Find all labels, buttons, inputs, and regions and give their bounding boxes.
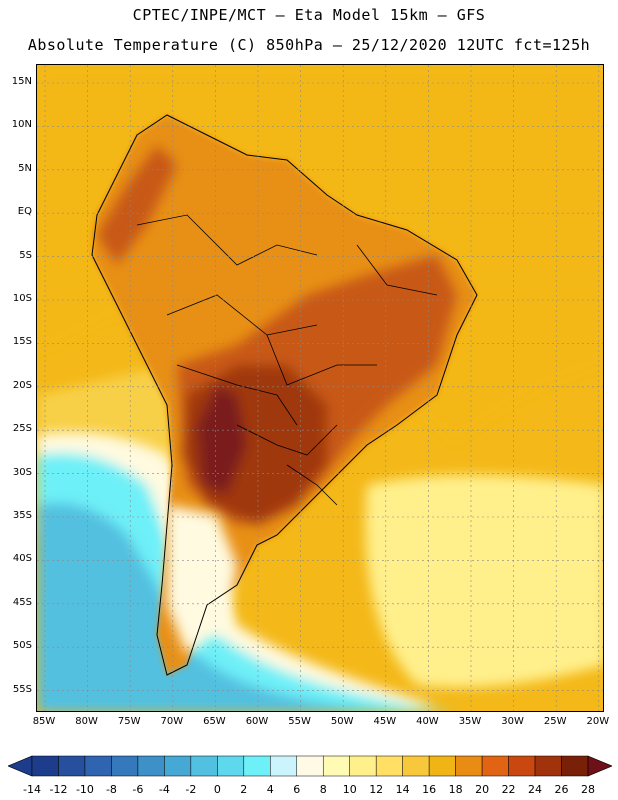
colorbar-swatch [58, 755, 86, 777]
longitude-tick-label: 60W [245, 716, 269, 727]
colorbar-under-triangle [8, 755, 33, 777]
map-title: CPTEC/INPE/MCT – Eta Model 15km – GFS [132, 6, 486, 24]
longitude-tick-label: 25W [543, 716, 567, 727]
colorbar-tick-label: -2 [185, 783, 197, 796]
colorbar-tick-label: 0 [213, 783, 221, 796]
latitude-tick-label: 10S [12, 293, 32, 304]
colorbar-over-triangle [587, 755, 612, 777]
colorbar-swatch [164, 755, 192, 777]
colorbar-tick-label: 10 [342, 783, 357, 796]
longitude-tick-label: 40W [416, 716, 439, 727]
colorbar-tick-label: 28 [581, 783, 595, 796]
colorbar-tick-label: -14 [23, 783, 41, 796]
colorbar-swatch [243, 755, 271, 777]
longitude-tick-label: 75W [117, 716, 141, 727]
longitude-tick-label: 85W [32, 716, 56, 727]
latitude-tick-label: 30S [12, 466, 32, 478]
colorbar-tick-label: 22 [501, 783, 516, 796]
temperature-colorbar [8, 755, 612, 777]
latitude-tick-label: 5S [19, 249, 32, 261]
map-canvas [37, 65, 603, 711]
colorbar-swatch [428, 755, 456, 777]
andes-north-hot-zone [97, 145, 177, 265]
colorbar-swatch [217, 755, 245, 777]
colorbar-swatch [534, 755, 562, 777]
colorbar-tick-label: 8 [319, 783, 327, 796]
colorbar-swatch [270, 755, 298, 777]
latitude-tick-label: 15N [11, 76, 32, 87]
colorbar-tick-label: 12 [369, 783, 384, 796]
colorbar-tick-label: 4 [266, 783, 274, 796]
colorbar-swatch [402, 755, 430, 777]
colorbar-tick-label: 26 [554, 783, 569, 796]
latitude-tick-label: 10N [11, 119, 32, 131]
colorbar-tick-label: -6 [132, 783, 144, 796]
latitude-tick-label: 50S [12, 640, 32, 652]
colorbar-tick-label: 16 [422, 783, 437, 796]
longitude-tick-label: 30W [501, 716, 524, 727]
colorbar-tick-label: -8 [105, 783, 117, 796]
colorbar-tick-label: -12 [49, 783, 68, 796]
latitude-tick-label: 5N [18, 162, 32, 174]
colorbar-swatch [111, 755, 139, 777]
colorbar-swatch [190, 755, 218, 777]
colorbar-swatch [349, 755, 377, 777]
colorbar-tick-label: 18 [448, 783, 463, 796]
colorbar-swatch [508, 755, 536, 777]
longitude-tick-label: 55W [288, 716, 311, 727]
latitude-tick-label: 40S [12, 553, 32, 565]
lat-lon-grid [37, 65, 603, 711]
colorbar-tick-label: 24 [528, 783, 543, 796]
longitude-tick-label: 50W [330, 716, 354, 727]
colorbar-tick-label: 6 [293, 783, 301, 796]
longitude-tick-label: 65W [203, 716, 226, 727]
latitude-tick-label: EQ [17, 206, 32, 218]
colorbar-tick-label: -10 [75, 783, 94, 796]
colorbar-tick-label: 2 [240, 783, 248, 796]
colorbar-swatch [84, 755, 112, 777]
patagonia-cool-zone [167, 505, 237, 655]
longitude-tick-label: 70W [160, 716, 184, 727]
longitude-tick-label: 45W [373, 716, 397, 727]
colorbar-swatch [561, 755, 589, 777]
colorbar-swatch [375, 755, 403, 777]
colorbar-swatch [31, 755, 59, 777]
colorbar-swatch [137, 755, 165, 777]
latitude-tick-label: 45S [12, 596, 32, 608]
colorbar-swatch [296, 755, 324, 777]
colorbar-swatch [322, 755, 350, 777]
latitude-tick-label: 15S [12, 336, 32, 348]
map-subtitle: Absolute Temperature (C) 850hPa – 25/12/… [27, 36, 591, 54]
hottest-core-zone [197, 385, 247, 495]
coastline [91, 114, 478, 676]
latitude-tick-label: 35S [12, 510, 32, 521]
colorbar-tick-label: 14 [395, 783, 410, 796]
colorbar-swatch [481, 755, 509, 777]
longitude-tick-label: 35W [458, 716, 482, 727]
longitude-tick-label: 20W [586, 716, 610, 727]
colorbar-swatch [455, 755, 483, 777]
cold-blue-zone [37, 503, 387, 711]
longitude-tick-label: 80W [75, 716, 98, 727]
colorbar-tick-label: 20 [475, 783, 490, 796]
latitude-tick-label: 25S [12, 423, 32, 435]
country-borders [136, 214, 438, 506]
temperature-map [36, 64, 604, 712]
cool-ocean-south-atlantic [365, 475, 603, 688]
latitude-tick-label: 55S [12, 683, 32, 695]
latitude-tick-label: 20S [12, 379, 32, 391]
colorbar-tick-label: -4 [158, 783, 170, 796]
